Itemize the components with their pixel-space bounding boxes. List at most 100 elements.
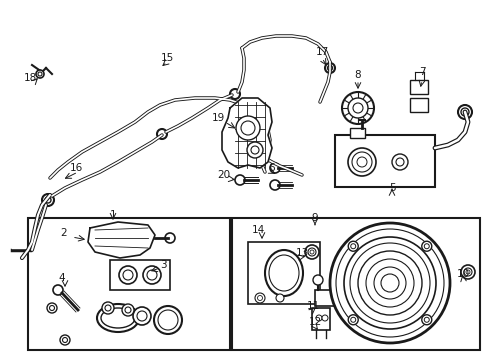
Text: 5: 5 <box>388 183 394 193</box>
Circle shape <box>349 243 429 323</box>
Bar <box>311 308 329 330</box>
Bar <box>314 290 336 306</box>
Bar <box>409 98 427 112</box>
Circle shape <box>62 338 67 342</box>
Text: 12: 12 <box>308 317 321 327</box>
Circle shape <box>460 108 468 116</box>
Circle shape <box>321 315 327 321</box>
Text: 1: 1 <box>109 210 116 220</box>
Text: 9: 9 <box>311 213 318 223</box>
Circle shape <box>157 129 167 139</box>
Circle shape <box>229 89 240 99</box>
Circle shape <box>275 294 284 302</box>
Circle shape <box>119 266 137 284</box>
Circle shape <box>36 70 44 78</box>
Circle shape <box>122 304 134 316</box>
Circle shape <box>164 233 175 243</box>
Circle shape <box>325 63 334 73</box>
Text: 17: 17 <box>315 47 328 57</box>
Circle shape <box>269 163 280 173</box>
Bar <box>231 218 479 350</box>
Circle shape <box>38 72 42 76</box>
Circle shape <box>341 92 373 124</box>
Circle shape <box>47 303 57 313</box>
Circle shape <box>49 306 54 310</box>
Text: 2: 2 <box>61 228 67 238</box>
Circle shape <box>147 270 157 280</box>
Circle shape <box>142 266 161 284</box>
Polygon shape <box>88 222 155 258</box>
Circle shape <box>395 158 403 166</box>
Text: 4: 4 <box>59 273 65 283</box>
Circle shape <box>351 152 371 172</box>
Circle shape <box>254 293 264 303</box>
Circle shape <box>133 307 151 325</box>
Circle shape <box>329 223 449 343</box>
Circle shape <box>350 317 355 322</box>
Circle shape <box>380 274 398 292</box>
Circle shape <box>373 267 405 299</box>
Circle shape <box>350 244 355 249</box>
Bar <box>110 260 170 290</box>
Text: 14: 14 <box>251 225 264 235</box>
Circle shape <box>424 244 428 249</box>
Circle shape <box>465 270 469 274</box>
Circle shape <box>137 311 147 321</box>
Circle shape <box>463 268 471 276</box>
Circle shape <box>257 296 262 301</box>
Circle shape <box>457 105 471 119</box>
Circle shape <box>327 66 332 71</box>
Circle shape <box>312 275 323 285</box>
Circle shape <box>391 154 407 170</box>
Circle shape <box>365 259 413 307</box>
Circle shape <box>42 194 54 206</box>
Circle shape <box>347 98 367 118</box>
Circle shape <box>460 265 474 279</box>
Ellipse shape <box>268 255 298 291</box>
Text: 11: 11 <box>306 301 319 311</box>
Text: 15: 15 <box>160 53 173 63</box>
Circle shape <box>421 241 431 251</box>
Circle shape <box>45 197 51 203</box>
Circle shape <box>236 116 260 140</box>
Circle shape <box>309 250 313 254</box>
Circle shape <box>315 315 321 321</box>
Circle shape <box>154 306 182 334</box>
Circle shape <box>53 285 63 295</box>
Polygon shape <box>222 98 271 168</box>
Circle shape <box>125 307 131 313</box>
Bar <box>334 135 434 187</box>
Text: 8: 8 <box>354 70 361 80</box>
Text: 16: 16 <box>69 163 82 173</box>
Circle shape <box>343 237 435 329</box>
Ellipse shape <box>97 304 139 332</box>
Circle shape <box>158 310 178 330</box>
Text: 6: 6 <box>268 163 275 173</box>
Ellipse shape <box>101 308 135 328</box>
Ellipse shape <box>264 250 303 296</box>
Text: 7: 7 <box>418 67 425 77</box>
Circle shape <box>269 180 280 190</box>
Circle shape <box>357 251 421 315</box>
Text: 3: 3 <box>160 260 166 270</box>
Text: 18: 18 <box>23 73 37 83</box>
Circle shape <box>424 317 428 322</box>
Circle shape <box>335 229 443 337</box>
Text: 19: 19 <box>211 113 224 123</box>
Circle shape <box>307 248 315 256</box>
Circle shape <box>347 315 358 325</box>
Circle shape <box>347 241 358 251</box>
Circle shape <box>421 315 431 325</box>
Circle shape <box>105 305 111 311</box>
Text: 20: 20 <box>217 170 230 180</box>
Circle shape <box>102 302 114 314</box>
Circle shape <box>246 142 263 158</box>
Bar <box>349 128 364 138</box>
Circle shape <box>235 175 244 185</box>
Text: 13: 13 <box>295 248 308 258</box>
Circle shape <box>241 121 254 135</box>
Bar <box>409 80 427 94</box>
Circle shape <box>60 335 70 345</box>
Circle shape <box>250 146 259 154</box>
Circle shape <box>356 157 366 167</box>
